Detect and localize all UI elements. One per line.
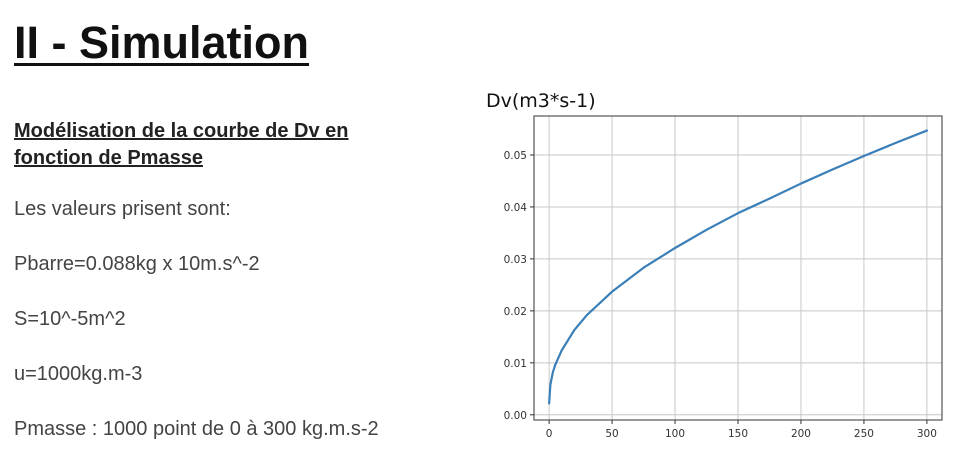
y-tick-label: 0.04 [504, 202, 528, 214]
text-line-values-intro: Les valeurs prisent sont: [14, 198, 231, 220]
chart-title: Dv(m3*s-1) [486, 90, 596, 112]
dv-chart-svg: Dv(m3*s-1) 0 50 100 150 200 250 300 0.00 0.01 0.0… [486, 90, 943, 440]
x-tick-label: 150 [728, 428, 748, 440]
text-line-surface: S=10^-5m^2 [14, 308, 126, 330]
x-tick-label: 300 [917, 428, 937, 440]
y-tick-label: 0.02 [504, 306, 527, 318]
x-tick-label: 50 [605, 428, 618, 440]
section-heading: Modélisation de la courbe de Dv en fonct… [14, 120, 349, 169]
x-tick-label: 250 [854, 428, 874, 440]
y-tick-label: 0.05 [504, 150, 527, 162]
dv-series-line [548, 129, 928, 405]
series-layer [548, 129, 928, 405]
x-tick-label: 100 [665, 428, 685, 440]
y-tick-label: 0.01 [504, 358, 527, 370]
x-tick-label: 200 [791, 428, 811, 440]
y-tick-label: 0.00 [504, 410, 527, 422]
dv-chart: Dv(m3*s-1) 0 50 100 150 200 250 300 0.00 0.01 0.0… [478, 84, 948, 454]
text-line-density: u=1000kg.m-3 [14, 363, 143, 385]
tick-layer: 0 50 100 150 200 250 300 0.00 0.01 0.02 0.03 0.04 0.… [504, 150, 937, 440]
text-line-pbarre: Pbarre=0.088kg x 10m.s^-2 [14, 253, 260, 275]
grid-layer [534, 116, 942, 420]
y-tick-label: 0.03 [504, 254, 527, 266]
text-line-pmasse: Pmasse : 1000 point de 0 à 300 kg.m.s-2 [14, 418, 379, 440]
slide-title: II - Simulation [14, 17, 310, 68]
x-tick-label: 0 [546, 428, 553, 440]
